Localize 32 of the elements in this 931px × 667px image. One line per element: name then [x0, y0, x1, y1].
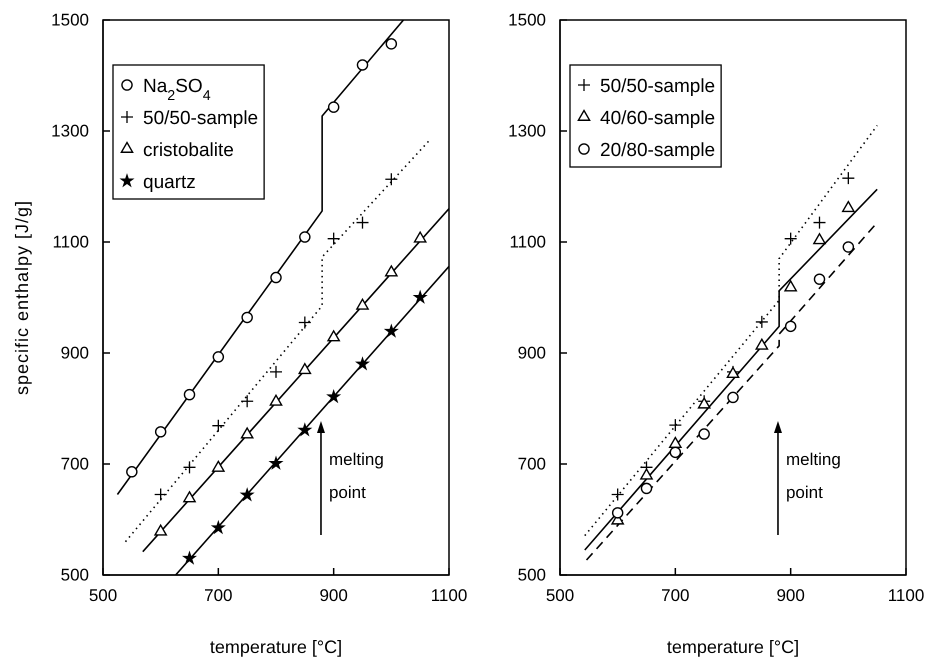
y-tick-label: 1500	[51, 10, 89, 30]
legend-label: Na$_{2}$SO$_{4}$	[143, 76, 211, 104]
x-axis-title: temperature [°C]	[666, 637, 800, 657]
legend-label: 20/80-sample	[600, 140, 716, 161]
x-tick-label: 500	[88, 586, 118, 606]
x-axis-title: temperature [°C]	[210, 637, 342, 657]
legend-label: quartz	[143, 172, 196, 193]
y-tick-label: 1100	[52, 232, 89, 252]
y-tick-label: 900	[518, 343, 546, 362]
legend-label: 50/50-sample	[143, 108, 258, 129]
y-tick-label: 1100	[509, 232, 546, 252]
x-tick-label: 1100	[430, 586, 468, 606]
legend-label: 40/60-sample	[600, 108, 716, 129]
annotation: melting point	[328, 450, 384, 502]
x-tick-label: 900	[776, 586, 805, 606]
y-tick-label: 700	[60, 454, 89, 474]
legend-label: cristobalite	[143, 140, 234, 161]
y-tick-label: 500	[518, 565, 546, 584]
y-axis-title: specific enthalpy [J/g]	[12, 200, 32, 396]
x-tick-label: 700	[661, 586, 690, 606]
x-tick-label: 900	[319, 586, 348, 606]
y-tick-label: 1300	[508, 121, 546, 140]
x-tick-label: 1100	[888, 586, 924, 606]
x-tick-label: 700	[204, 586, 233, 606]
y-tick-label: 500	[60, 565, 89, 584]
y-tick-label: 900	[60, 343, 89, 362]
y-tick-label: 1300	[51, 121, 89, 140]
annotation: melting point	[786, 450, 841, 502]
y-tick-label: 700	[518, 454, 546, 474]
x-tick-label: 500	[546, 586, 574, 606]
legend-label: 50/50-sample	[600, 76, 716, 97]
y-tick-label: 1500	[508, 10, 546, 30]
